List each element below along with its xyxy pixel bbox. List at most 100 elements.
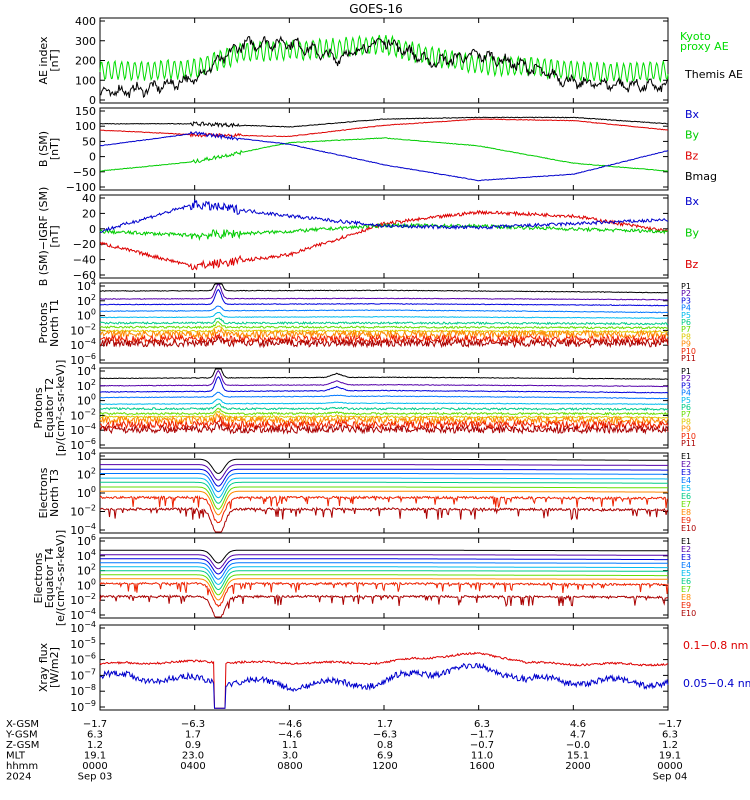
y-tick-label: 20 [82, 207, 96, 220]
legend-entry: P9 [681, 340, 691, 349]
legend-entry: Bz [685, 149, 699, 162]
series-line-Bz [99, 209, 669, 271]
y-axis-label: [e/(cm²-s-sr-keV)] [54, 530, 67, 626]
legend-entry: P10 [681, 347, 696, 356]
ephemeris-row-label: Z-GSM [6, 740, 39, 751]
y-tick-label: 10−8 [70, 683, 96, 698]
legend-entry: P7 [681, 325, 691, 334]
series-line-P3 [99, 288, 668, 307]
y-tick-label: 100 [77, 577, 96, 592]
legend-entry: E10 [681, 524, 696, 533]
ephemeris-cell: 2000 [565, 761, 590, 772]
series-line-By [99, 137, 669, 172]
y-tick-label: −60 [73, 269, 96, 282]
series-line-P11 [99, 422, 669, 435]
series-line-Bx [99, 199, 669, 233]
y-tick-label: 150 [75, 105, 96, 118]
legend-entry: E4 [681, 561, 691, 570]
y-axis-label: B (SM) [37, 131, 50, 167]
y-axis-label: Equator T4 [43, 548, 56, 608]
legend-entry: P4 [681, 389, 691, 398]
legend-entry: E8 [681, 508, 691, 517]
ephemeris-cell: 1200 [372, 761, 397, 772]
y-axis-label: Xray flux [37, 642, 50, 692]
ephemeris-cell: 0800 [277, 761, 302, 772]
series-line-P11 [99, 335, 669, 349]
legend-entry: P8 [681, 332, 691, 341]
series-line-P8 [99, 324, 669, 334]
series-line-E9 [99, 581, 669, 608]
legend-entry: E3 [681, 553, 691, 562]
y-tick-label: 10−6 [70, 652, 96, 667]
ephemeris-row-label: 2024 [6, 772, 31, 783]
y-tick-label: 10−2 [70, 407, 96, 422]
series-line-P9 [99, 412, 669, 426]
legend-entry: E4 [681, 476, 691, 485]
y-axis-label: AE index [37, 36, 50, 85]
y-tick-label: 102 [77, 293, 96, 308]
series-line-E1 [100, 458, 668, 474]
panel-xray: 10−410−510−610−710−810−9 Xray flux[W/m2] 0… [37, 620, 750, 714]
legend-entry: E1 [681, 452, 691, 461]
legend-entry: P6 [681, 403, 691, 412]
y-tick-label: 10−4 [70, 422, 96, 437]
ephemeris-cell: Sep 04 [653, 772, 688, 783]
ephemeris-cell: 1.2 [87, 740, 103, 751]
y-tick-label: −50 [73, 166, 96, 179]
series-line-P7 [99, 407, 669, 416]
series-line-P6 [99, 402, 669, 412]
series-line-P9 [99, 327, 669, 340]
y-tick-label: 102 [77, 563, 96, 578]
series-line-By [99, 222, 669, 242]
y-axis-label: Protons [37, 302, 50, 343]
y-axis-label: B (SM)−IGRF (SM) [37, 187, 50, 287]
ephemeris-cell: −1.7 [83, 719, 107, 730]
legend-entry: P3 [681, 296, 691, 305]
y-tick-label: 102 [77, 378, 96, 393]
series-line-E4 [100, 473, 668, 493]
y-axis-label: North T1 [48, 299, 61, 347]
y-tick-label: 102 [77, 467, 96, 482]
y-axis-label: Electrons [37, 467, 50, 518]
y-tick-label: 100 [75, 120, 96, 133]
y-tick-label: 100 [75, 74, 96, 87]
ephemeris-cell: −0.0 [566, 740, 590, 751]
y-axis-label: North T3 [48, 469, 61, 517]
legend-entry: proxy AE [680, 40, 729, 53]
series-line-P1 [99, 368, 669, 380]
ephemeris-cell: 1.7 [185, 730, 201, 741]
series-line-E6 [100, 570, 668, 591]
series-line-E5 [100, 477, 668, 499]
ephemeris-cell: 6.3 [662, 730, 678, 741]
legend-entry: P2 [681, 289, 691, 298]
y-axis-label: [W/m2] [48, 647, 61, 688]
y-axis-label: [nT] [48, 225, 61, 247]
y-tick-label: 50 [82, 135, 96, 148]
legend-entry: Bx [685, 195, 700, 208]
panel-frame [99, 624, 669, 711]
legend-entry: P8 [681, 417, 691, 426]
series-line-E7 [100, 486, 669, 510]
y-tick-label: 10−2 [70, 592, 96, 607]
legend-entry: P7 [681, 410, 691, 419]
legend-entry: E9 [681, 516, 691, 525]
series-line-0-1-0-8-nm [99, 651, 669, 709]
ephemeris-cell: −4.6 [278, 719, 302, 730]
ephemeris-cell: −0.7 [470, 740, 494, 751]
y-tick-label: 200 [75, 55, 96, 68]
series-line-P8 [99, 410, 669, 419]
y-tick-label: 106 [77, 533, 96, 548]
legend-entry: E2 [681, 460, 691, 469]
y-tick-label: 0 [89, 223, 96, 236]
series-line-E3 [100, 468, 668, 487]
ephemeris-cell: −1.7 [658, 719, 682, 730]
ephemeris-cell: 6.3 [474, 719, 490, 730]
series-line-E8 [100, 578, 668, 601]
y-tick-label: 104 [77, 363, 96, 378]
series-line-Bz [100, 118, 669, 138]
legend-entry: 0.1−0.8 nm [683, 639, 748, 652]
y-axis-label: Electrons [32, 552, 45, 603]
